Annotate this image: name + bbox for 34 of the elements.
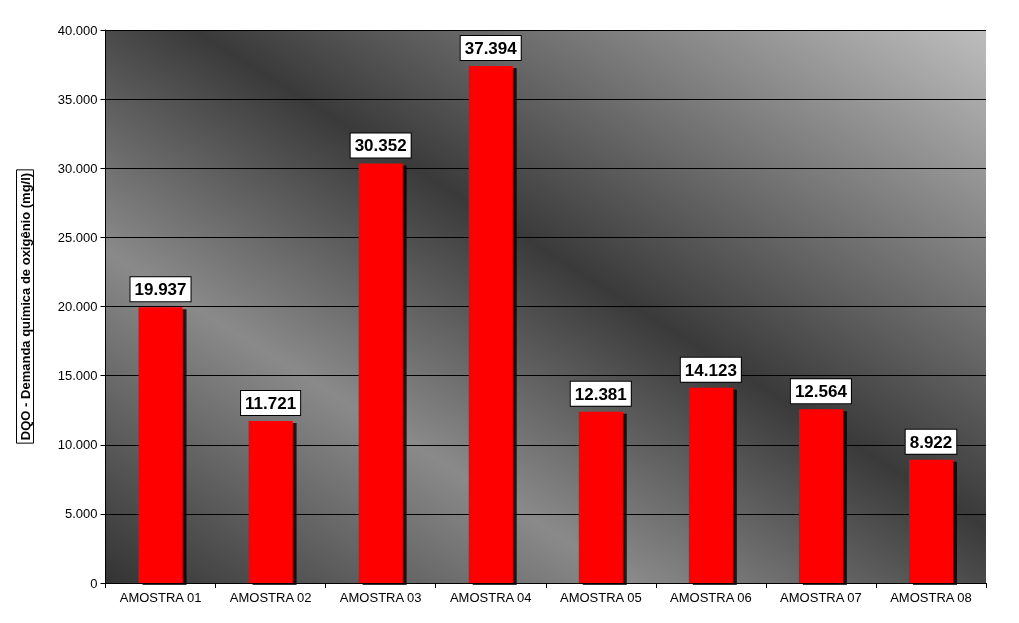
x-tick-label: AMOSTRA 03 bbox=[339, 590, 422, 605]
y-tick-label: 15.000 bbox=[57, 368, 98, 384]
y-axis-title: DQO - Demanda química de oxigênio (mg/l) bbox=[17, 172, 33, 441]
bar bbox=[138, 307, 183, 583]
x-tick-label: AMOSTRA 04 bbox=[449, 590, 532, 605]
y-tick-label: 20.000 bbox=[57, 299, 98, 314]
y-tick-label: 0 bbox=[90, 575, 98, 591]
x-tick-label: AMOSTRA 02 bbox=[229, 590, 312, 605]
bar bbox=[688, 387, 733, 583]
y-tick-label: 25.000 bbox=[57, 229, 98, 245]
y-tick-label: 35.000 bbox=[57, 91, 98, 107]
y-tick-label: 5.000 bbox=[64, 506, 98, 522]
data-label: 14.123 bbox=[684, 360, 737, 380]
y-tick-label: 30.000 bbox=[57, 160, 98, 176]
data-label: 12.381 bbox=[574, 384, 627, 404]
x-tick-label: AMOSTRA 01 bbox=[119, 590, 202, 605]
bar bbox=[358, 163, 403, 583]
bar bbox=[798, 409, 843, 583]
data-label: 19.937 bbox=[134, 280, 187, 300]
bar bbox=[908, 459, 953, 583]
x-tick-label: AMOSTRA 06 bbox=[670, 590, 752, 605]
bar bbox=[248, 420, 293, 583]
data-label: 12.564 bbox=[794, 382, 848, 402]
bar bbox=[468, 66, 513, 583]
y-tick-label: 10.000 bbox=[57, 437, 98, 453]
bar bbox=[578, 411, 623, 583]
data-label: 37.394 bbox=[464, 39, 518, 59]
y-tick-label: 40.000 bbox=[57, 22, 98, 38]
data-label: 11.721 bbox=[245, 393, 297, 413]
x-tick-label: AMOSTRA 05 bbox=[559, 590, 642, 605]
data-label: 8.922 bbox=[909, 432, 953, 452]
data-label: 30.352 bbox=[354, 136, 407, 156]
x-tick-label: AMOSTRA 07 bbox=[780, 590, 862, 605]
x-tick-label: AMOSTRA 08 bbox=[890, 590, 972, 605]
